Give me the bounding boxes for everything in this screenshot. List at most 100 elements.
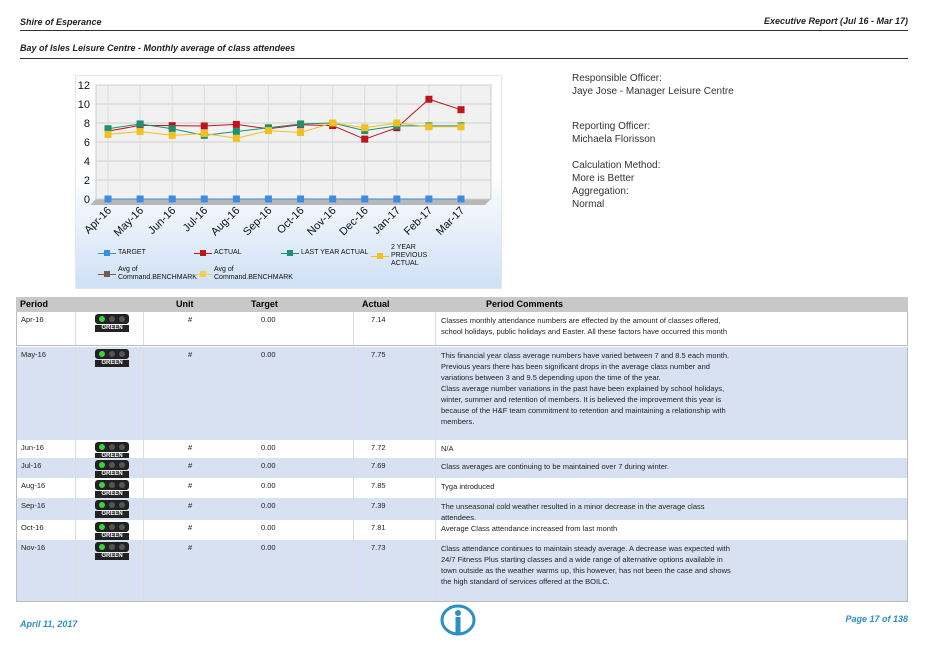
cell-separator [143,440,144,458]
status-label: GREEN [95,325,129,332]
x-tick-label: Sep-16 [241,205,275,239]
target: 0.00 [261,443,276,452]
info-label: Responsible Officer: [572,73,662,84]
status-label: GREEN [95,360,129,367]
series-marker [136,128,144,136]
cell-separator [143,520,144,540]
series-marker [168,125,176,133]
target: 0.00 [261,543,276,552]
period: May-16 [21,350,47,359]
subtitle: Bay of Isles Leisure Centre - Monthly av… [20,43,296,53]
light-dot [109,482,115,488]
target: 0.00 [261,481,276,490]
legend-item: 2 YEAR PREVIOUS ACTUAL [371,244,451,268]
series-marker [329,195,337,203]
logo [440,604,476,636]
series-line [107,122,461,139]
unit: # [188,523,193,532]
unit: # [188,501,193,510]
actual: 7.73 [371,543,386,552]
status-label: GREEN [95,553,129,560]
info-value: Normal [572,199,605,210]
info-label: Calculation Method: [572,160,661,171]
cell-separator [75,440,76,458]
light-dot [109,502,115,508]
unit: # [188,315,193,324]
table-row: Apr-16 GREEN #0.00 7.14 Classes monthly atte… [16,312,908,346]
series-marker [457,106,465,114]
comment: Class attendance continues to maintain s… [441,544,731,586]
series-marker [457,123,465,131]
comment: Classes monthly attendance numbers are e… [441,316,727,336]
series-marker [297,195,305,203]
period: Sep-16 [21,501,46,510]
cell-separator [143,498,144,520]
series-marker [168,131,176,139]
report-title: Executive Report (Jul 16 - Mar 17) [763,16,908,26]
cell-separator [75,347,76,440]
legend-label: Avg of Command.BENCHMARK [118,266,197,281]
chart-box: 0 2 4 6 8 10 12 Apr-16 May-16 Jun-16 Jul-16 Aug-16 S… [75,75,502,289]
series-marker [232,134,240,142]
traffic-light: GREEN [95,349,129,369]
legend-swatch [281,249,299,257]
unit: # [188,350,193,359]
legend-marker [287,250,293,256]
x-tick-label: Jan-17 [371,205,403,237]
light-dot [119,502,125,508]
legend-marker [377,253,383,259]
column-header: Period Comments [486,299,564,309]
period: Nov-16 [21,543,46,552]
legend-item: ACTUAL [194,249,274,257]
cell-separator [435,312,436,345]
header-rule [20,30,908,31]
series-marker [264,127,272,135]
series-marker [136,120,144,128]
y-tick-label: 0 [84,194,90,206]
info-value: Jaye Jose - Manager Leisure Centre [572,86,734,97]
cell-separator [435,498,436,520]
legend-item: LAST YEAR ACTUAL [281,249,371,257]
comment: This financial year class average number… [441,351,730,426]
traffic-light: GREEN [95,480,129,500]
cell-separator [353,458,354,478]
subtitle-rule [20,58,908,59]
light-dot [99,502,105,508]
cell-separator [435,540,436,601]
light-dot [109,544,115,550]
light-dot [99,316,105,322]
actual: 7.81 [371,523,386,532]
x-tick-label: Jul-16 [181,205,211,235]
series-marker [297,129,305,136]
light-dot [119,524,125,530]
unit: # [188,481,193,490]
y-tick-label: 10 [78,99,90,111]
unit: # [188,461,193,470]
series-marker [168,195,176,203]
x-tick-label: Nov-16 [305,205,339,239]
target: 0.00 [261,523,276,532]
y-tick-label: 2 [84,175,90,187]
light-dot [119,544,125,550]
legend-label: ACTUAL [214,249,242,256]
legend-swatch [98,249,116,257]
y-tick-label: 6 [84,137,90,149]
column-header: Unit [176,299,194,309]
legend-swatch [194,270,212,278]
cell-separator [75,520,76,540]
series-marker [104,125,112,133]
legend-marker [200,271,206,277]
series-marker [200,195,208,203]
cell-separator [435,520,436,540]
x-tick-label: Feb-17 [402,205,435,238]
series-marker [104,195,112,203]
x-tick-label: May-16 [112,205,146,239]
info-value: More is Better [572,173,635,184]
legend-label: Avg of Command.BENCHMARK [214,266,293,281]
traffic-light: GREEN [95,314,129,334]
series-marker [200,122,208,130]
light-dot [99,444,105,450]
light-dot [109,351,115,357]
cell-separator [353,540,354,601]
